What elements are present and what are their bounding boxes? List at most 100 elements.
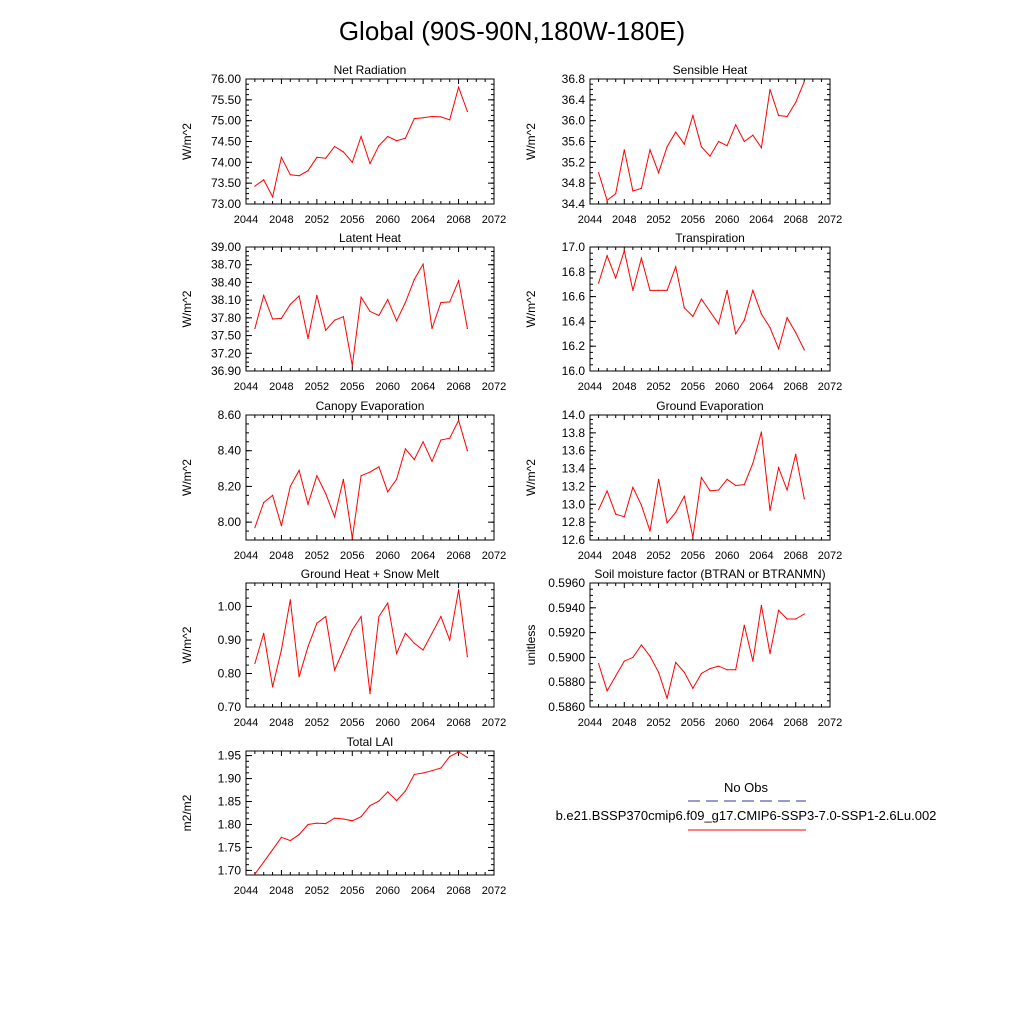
data-point [307,503,309,505]
x-tick-label: 2072 [818,550,842,562]
data-point [369,693,371,695]
data-point [726,669,728,671]
series-line [598,248,805,351]
data-point [369,163,371,165]
data-point [449,301,451,303]
y-tick-label: 74.00 [211,155,241,169]
data-point [623,516,625,518]
data-point [396,140,398,142]
x-tick-label: 2060 [375,214,399,226]
data-point [718,665,720,667]
data-point [254,662,256,665]
data-point [272,196,274,198]
plot-frame [245,750,495,876]
y-tick-label: 16.6 [562,290,586,304]
data-point [743,624,745,626]
y-tick-label: 13.4 [562,462,586,476]
data-point [598,282,600,284]
y-tick-label: 35.2 [562,155,586,169]
legend-entry-model-label: b.e21.BSSP370cmip6.f09_g17.CMIP6-SSP3-7.… [556,808,937,823]
panel-title: Soil moisture factor (BTRAN or BTRANMN) [594,567,825,581]
data-point [431,632,433,634]
y-tick-label: 1.75 [218,840,242,854]
data-point [458,86,460,88]
data-point [769,653,771,655]
x-tick-label: 2048 [269,214,293,226]
y-tick-label: 13.8 [562,426,586,440]
data-point [307,337,309,340]
data-point [422,263,424,265]
data-point [683,143,685,145]
series-line [254,85,468,199]
x-tick-label: 2052 [305,381,329,393]
data-point [769,88,771,90]
data-point [378,145,380,147]
data-point [632,656,634,659]
data-point [334,817,336,819]
x-tick-label: 2044 [234,381,258,393]
y-axis-label: W/m^2 [180,290,194,327]
data-point [298,175,300,177]
x-tick-label: 2072 [818,381,842,393]
x-tick-label: 2060 [715,550,739,562]
x-tick-label: 2048 [269,717,293,729]
x-tick-label: 2044 [578,717,602,729]
data-point [449,639,451,641]
data-point [316,475,318,477]
data-point [422,441,424,443]
data-point [743,319,745,321]
data-point [606,255,608,257]
y-tick-label: 37.50 [211,329,241,343]
x-tick-label: 2044 [234,885,258,897]
data-point [289,485,291,487]
panel-title: Net Radiation [334,63,407,77]
y-tick-label: 38.10 [211,293,241,307]
data-point [649,149,651,151]
data-point [272,318,274,320]
data-point [280,156,282,158]
x-tick-label: 2052 [646,717,670,729]
data-point [413,459,415,461]
data-point [316,156,318,158]
data-point [404,790,406,792]
data-point [360,615,362,618]
data-point [795,101,797,103]
data-point [778,467,780,469]
data-point [752,462,754,464]
data-point [458,751,460,753]
y-tick-label: 0.5880 [548,675,585,689]
data-point [272,686,274,688]
data-point [280,317,282,319]
data-point [598,172,600,174]
x-tick-label: 2064 [749,717,773,729]
data-point [675,661,677,664]
data-point [666,289,668,291]
x-tick-label: 2044 [234,550,258,562]
y-tick-label: 73.00 [211,197,241,211]
data-point [658,671,660,673]
data-point [769,509,771,512]
y-tick-label: 0.5920 [548,626,585,640]
x-tick-label: 2068 [783,214,807,226]
data-point [700,672,703,675]
x-tick-label: 2048 [269,381,293,393]
data-point [351,161,353,163]
data-point [666,522,668,524]
data-point [743,484,745,486]
x-tick-label: 2060 [715,381,739,393]
data-point [718,489,720,491]
x-tick-label: 2068 [446,381,470,393]
y-axis-label: m2/m2 [180,794,194,831]
x-tick-label: 2068 [446,885,470,897]
y-tick-label: 0.80 [218,666,242,680]
x-tick-label: 2060 [715,214,739,226]
plot-frame [245,78,495,205]
chart-panel-transpiration: Transpiration W/m^2 2044 2048 2052 2056 2060 20… [524,231,842,393]
data-point [263,501,265,504]
x-tick-label: 2052 [646,214,670,226]
data-point [298,834,300,836]
x-tick-label: 2056 [681,717,705,729]
y-tick-label: 12.6 [562,533,586,547]
data-point [795,453,797,455]
